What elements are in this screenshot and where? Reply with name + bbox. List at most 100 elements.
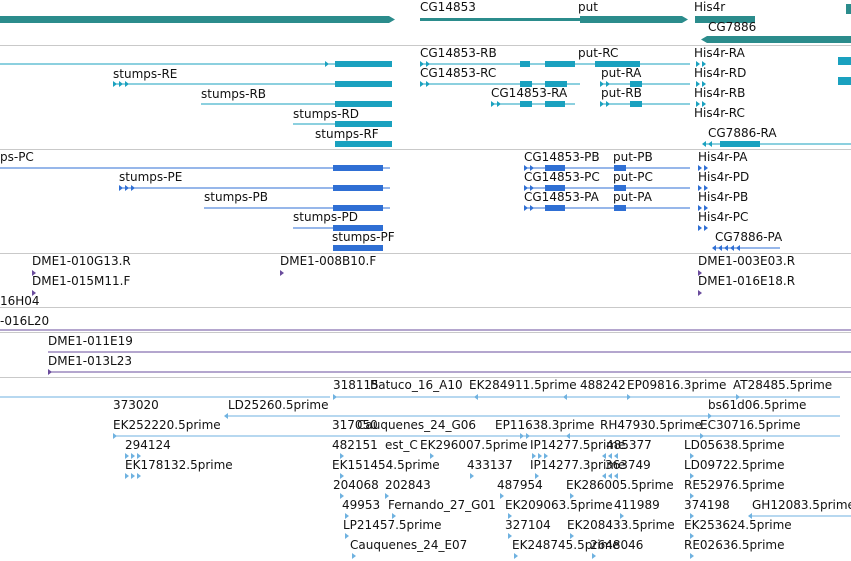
feature-block[interactable]	[545, 101, 565, 107]
feature-block[interactable]	[420, 18, 580, 21]
transcript-label[interactable]: put-RC	[578, 46, 619, 60]
est-label[interactable]: EK209063.5prime	[505, 498, 613, 512]
est-label[interactable]: 482151	[332, 438, 378, 452]
est-label[interactable]: IP14277.5prime	[530, 438, 626, 452]
transcript-label[interactable]: stumps-RF	[315, 127, 379, 141]
est-label[interactable]: EK252220.5prime	[113, 418, 221, 432]
bac-clone-label[interactable]: DME1-011E19	[48, 334, 133, 348]
protein-label[interactable]: CG14853-PB	[524, 150, 600, 164]
feature-block[interactable]	[545, 165, 565, 171]
est-label[interactable]: Cauquenes_24_G06	[357, 418, 477, 432]
est-label[interactable]: 294124	[125, 438, 171, 452]
est-label[interactable]: EK248745.5prime	[512, 538, 620, 552]
est-label[interactable]: 485377	[606, 438, 652, 452]
est-label[interactable]: LD25260.5prime	[228, 398, 329, 412]
est-label[interactable]: RE02636.5prime	[684, 538, 785, 552]
est-label[interactable]: 327104	[505, 518, 551, 532]
est-label[interactable]: EK253624.5prime	[684, 518, 792, 532]
est-label[interactable]: EK178132.5prime	[125, 458, 233, 472]
bac-end-label[interactable]: 16H04	[0, 294, 40, 308]
transcript-label[interactable]: His4r-RA	[694, 46, 745, 60]
est-label[interactable]: LP21457.5prime	[343, 518, 442, 532]
bac-clone-label[interactable]: DME1-013L23	[48, 354, 132, 368]
est-label[interactable]: 487954	[497, 478, 543, 492]
est-label[interactable]: 488242	[580, 378, 626, 392]
protein-label[interactable]: put-PB	[613, 150, 653, 164]
est-label[interactable]: EK284911.5prime	[469, 378, 577, 392]
feature-block[interactable]	[335, 141, 392, 147]
protein-label[interactable]: His4r-PB	[698, 190, 749, 204]
feature-block[interactable]	[335, 101, 392, 107]
feature-block[interactable]	[333, 165, 383, 171]
protein-label[interactable]: His4r-PC	[698, 210, 749, 224]
feature-block[interactable]	[335, 61, 392, 67]
transcript-label[interactable]: His4r-RB	[694, 86, 746, 100]
feature-block[interactable]	[838, 77, 851, 85]
transcript-label[interactable]: stumps-RD	[293, 107, 360, 121]
est-label[interactable]: bs61d06.5prime	[708, 398, 807, 412]
protein-label[interactable]: His4r-PD	[698, 170, 750, 184]
feature-block[interactable]	[545, 81, 567, 87]
feature-block[interactable]	[333, 205, 383, 211]
transcript-label[interactable]: stumps-RE	[113, 67, 178, 81]
est-label[interactable]: EP09816.3prime	[627, 378, 727, 392]
est-label[interactable]: EK208433.5prime	[567, 518, 675, 532]
est-label[interactable]: 318115	[333, 378, 379, 392]
est-label[interactable]: 2648046	[590, 538, 644, 552]
est-label[interactable]: RE52976.5prime	[684, 478, 785, 492]
feature-block[interactable]	[614, 205, 626, 211]
transcript-label[interactable]: stumps-RB	[201, 87, 267, 101]
feature-block[interactable]	[614, 165, 626, 171]
protein-label[interactable]: put-PA	[613, 190, 652, 204]
gene-label[interactable]: put	[578, 0, 598, 14]
gene-label[interactable]: CG7886	[708, 20, 757, 34]
protein-label[interactable]: CG14853-PC	[524, 170, 600, 184]
transcript-label[interactable]: His4r-RC	[694, 106, 745, 120]
est-label[interactable]: est_C	[385, 438, 418, 452]
feature-block[interactable]	[335, 121, 392, 127]
feature-block[interactable]	[846, 4, 851, 14]
transcript-label[interactable]: CG14853-RA	[491, 86, 568, 100]
est-label[interactable]: 374198	[684, 498, 730, 512]
est-label[interactable]: EP11638.3prime	[495, 418, 595, 432]
est-label[interactable]: 363749	[605, 458, 651, 472]
feature-block[interactable]	[333, 245, 383, 251]
protein-label[interactable]: stumps-PB	[204, 190, 268, 204]
est-label[interactable]: 204068	[333, 478, 379, 492]
feature-block[interactable]	[695, 16, 755, 23]
feature-block[interactable]	[333, 185, 383, 191]
gene-label[interactable]: CG14853	[420, 0, 476, 14]
bac-end-label[interactable]: DME1-003E03.R	[698, 254, 796, 268]
transcript-label[interactable]: His4r-RD	[694, 66, 747, 80]
protein-label[interactable]: CG14853-PA	[524, 190, 599, 204]
transcript-label[interactable]: put-RB	[601, 86, 642, 100]
feature-block[interactable]	[333, 225, 383, 231]
feature-block[interactable]	[520, 81, 532, 87]
transcript-label[interactable]: put-RA	[601, 66, 642, 80]
est-label[interactable]: 373020	[113, 398, 159, 412]
est-label[interactable]: EC30716.5prime	[700, 418, 801, 432]
est-label[interactable]: 49953	[342, 498, 381, 512]
est-label[interactable]: EK296007.5prime	[420, 438, 528, 452]
feature-block[interactable]	[630, 81, 642, 87]
feature-block[interactable]	[838, 57, 851, 65]
est-label[interactable]: AT28485.5prime	[733, 378, 833, 392]
feature-block[interactable]	[701, 36, 851, 43]
protein-label[interactable]: stumps-PE	[119, 170, 183, 184]
bac-end-label[interactable]: DME1-008B10.F	[280, 254, 377, 268]
bac-end-label[interactable]: DME1-015M11.F	[32, 274, 131, 288]
feature-block[interactable]	[595, 61, 640, 67]
bac-clone-label[interactable]: -016L20	[0, 314, 50, 328]
protein-label[interactable]: stumps-PF	[332, 230, 395, 244]
feature-block[interactable]	[545, 205, 565, 211]
est-label[interactable]: 433137	[467, 458, 513, 472]
transcript-label[interactable]: CG14853-RC	[420, 66, 497, 80]
feature-block[interactable]	[580, 16, 688, 23]
est-label[interactable]: 317050	[332, 418, 378, 432]
transcript-label[interactable]: CG14853-RB	[420, 46, 497, 60]
feature-block[interactable]	[335, 81, 392, 87]
est-label[interactable]: GH12083.5prime	[752, 498, 851, 512]
feature-block[interactable]	[614, 185, 626, 191]
est-label[interactable]: Fernando_27_G01	[388, 498, 496, 512]
